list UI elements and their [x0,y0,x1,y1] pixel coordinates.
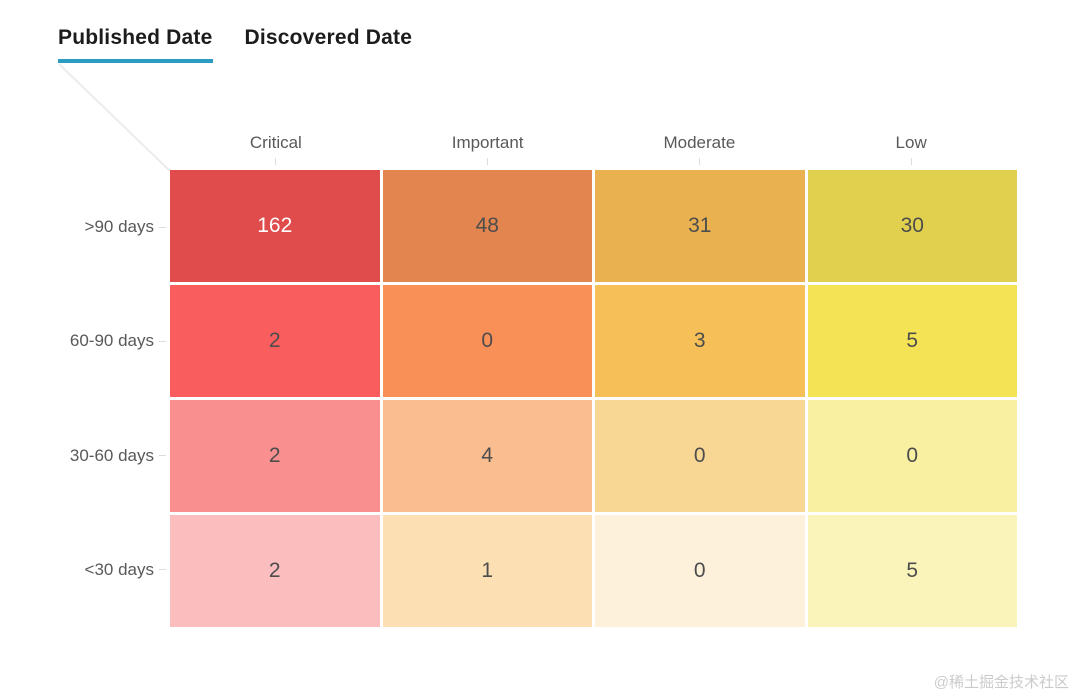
row-tick [159,455,166,457]
heatmap: 162 48 31 30 2 0 3 5 2 4 0 0 2 1 0 5 [170,170,1017,627]
header-tick [698,158,700,165]
heatmap-cell[interactable]: 0 [595,515,805,627]
column-header: Moderate [594,133,806,165]
column-header: Critical [170,133,382,165]
tab-bar: Published Date Discovered Date [58,26,412,63]
row-tick [159,340,166,342]
tab-published-date[interactable]: Published Date [58,26,213,63]
row-tick [159,569,166,571]
heatmap-cell[interactable]: 2 [170,285,380,397]
row-label-text: >90 days [84,217,154,237]
header-tick [910,158,912,165]
row-label-text: 60-90 days [69,331,154,351]
heatmap-cell[interactable]: 31 [595,170,805,282]
tab-discovered-date[interactable]: Discovered Date [244,26,413,49]
column-header-label: Low [895,133,927,152]
heatmap-cell[interactable]: 0 [382,285,592,397]
heatmap-cell[interactable]: 48 [382,170,592,282]
column-header-label: Important [451,133,524,152]
heatmap-cell[interactable]: 5 [807,515,1017,627]
row-label-text: 30-60 days [69,445,154,465]
heatmap-cell[interactable]: 0 [807,400,1017,512]
heatmap-cell[interactable]: 1 [382,515,592,627]
heatmap-cell[interactable]: 2 [170,400,380,512]
header-tick [275,158,277,165]
column-header: Important [382,133,594,165]
row-label: 30-60 days [0,399,166,513]
heatmap-cell[interactable]: 2 [170,515,380,627]
row-labels: >90 days 60-90 days 30-60 days <30 days [0,170,166,627]
heatmap-cell[interactable]: 3 [595,285,805,397]
heatmap-cell[interactable]: 162 [170,170,380,282]
row-tick [159,226,166,228]
heatmap-cell[interactable]: 30 [807,170,1017,282]
heatmap-cell[interactable]: 4 [382,400,592,512]
row-label: 60-90 days [0,284,166,398]
column-header-label: Critical [249,133,302,152]
column-header: Low [805,133,1017,165]
header-tick [487,158,489,165]
row-label: >90 days [0,170,166,284]
heatmap-cell[interactable]: 5 [807,285,1017,397]
column-headers: Critical Important Moderate Low [170,133,1017,165]
row-label-text: <30 days [84,559,154,579]
heatmap-cell[interactable]: 0 [595,400,805,512]
watermark: @稀土掘金技术社区 [933,674,1069,691]
row-label: <30 days [0,513,166,627]
column-header-label: Moderate [663,133,736,152]
